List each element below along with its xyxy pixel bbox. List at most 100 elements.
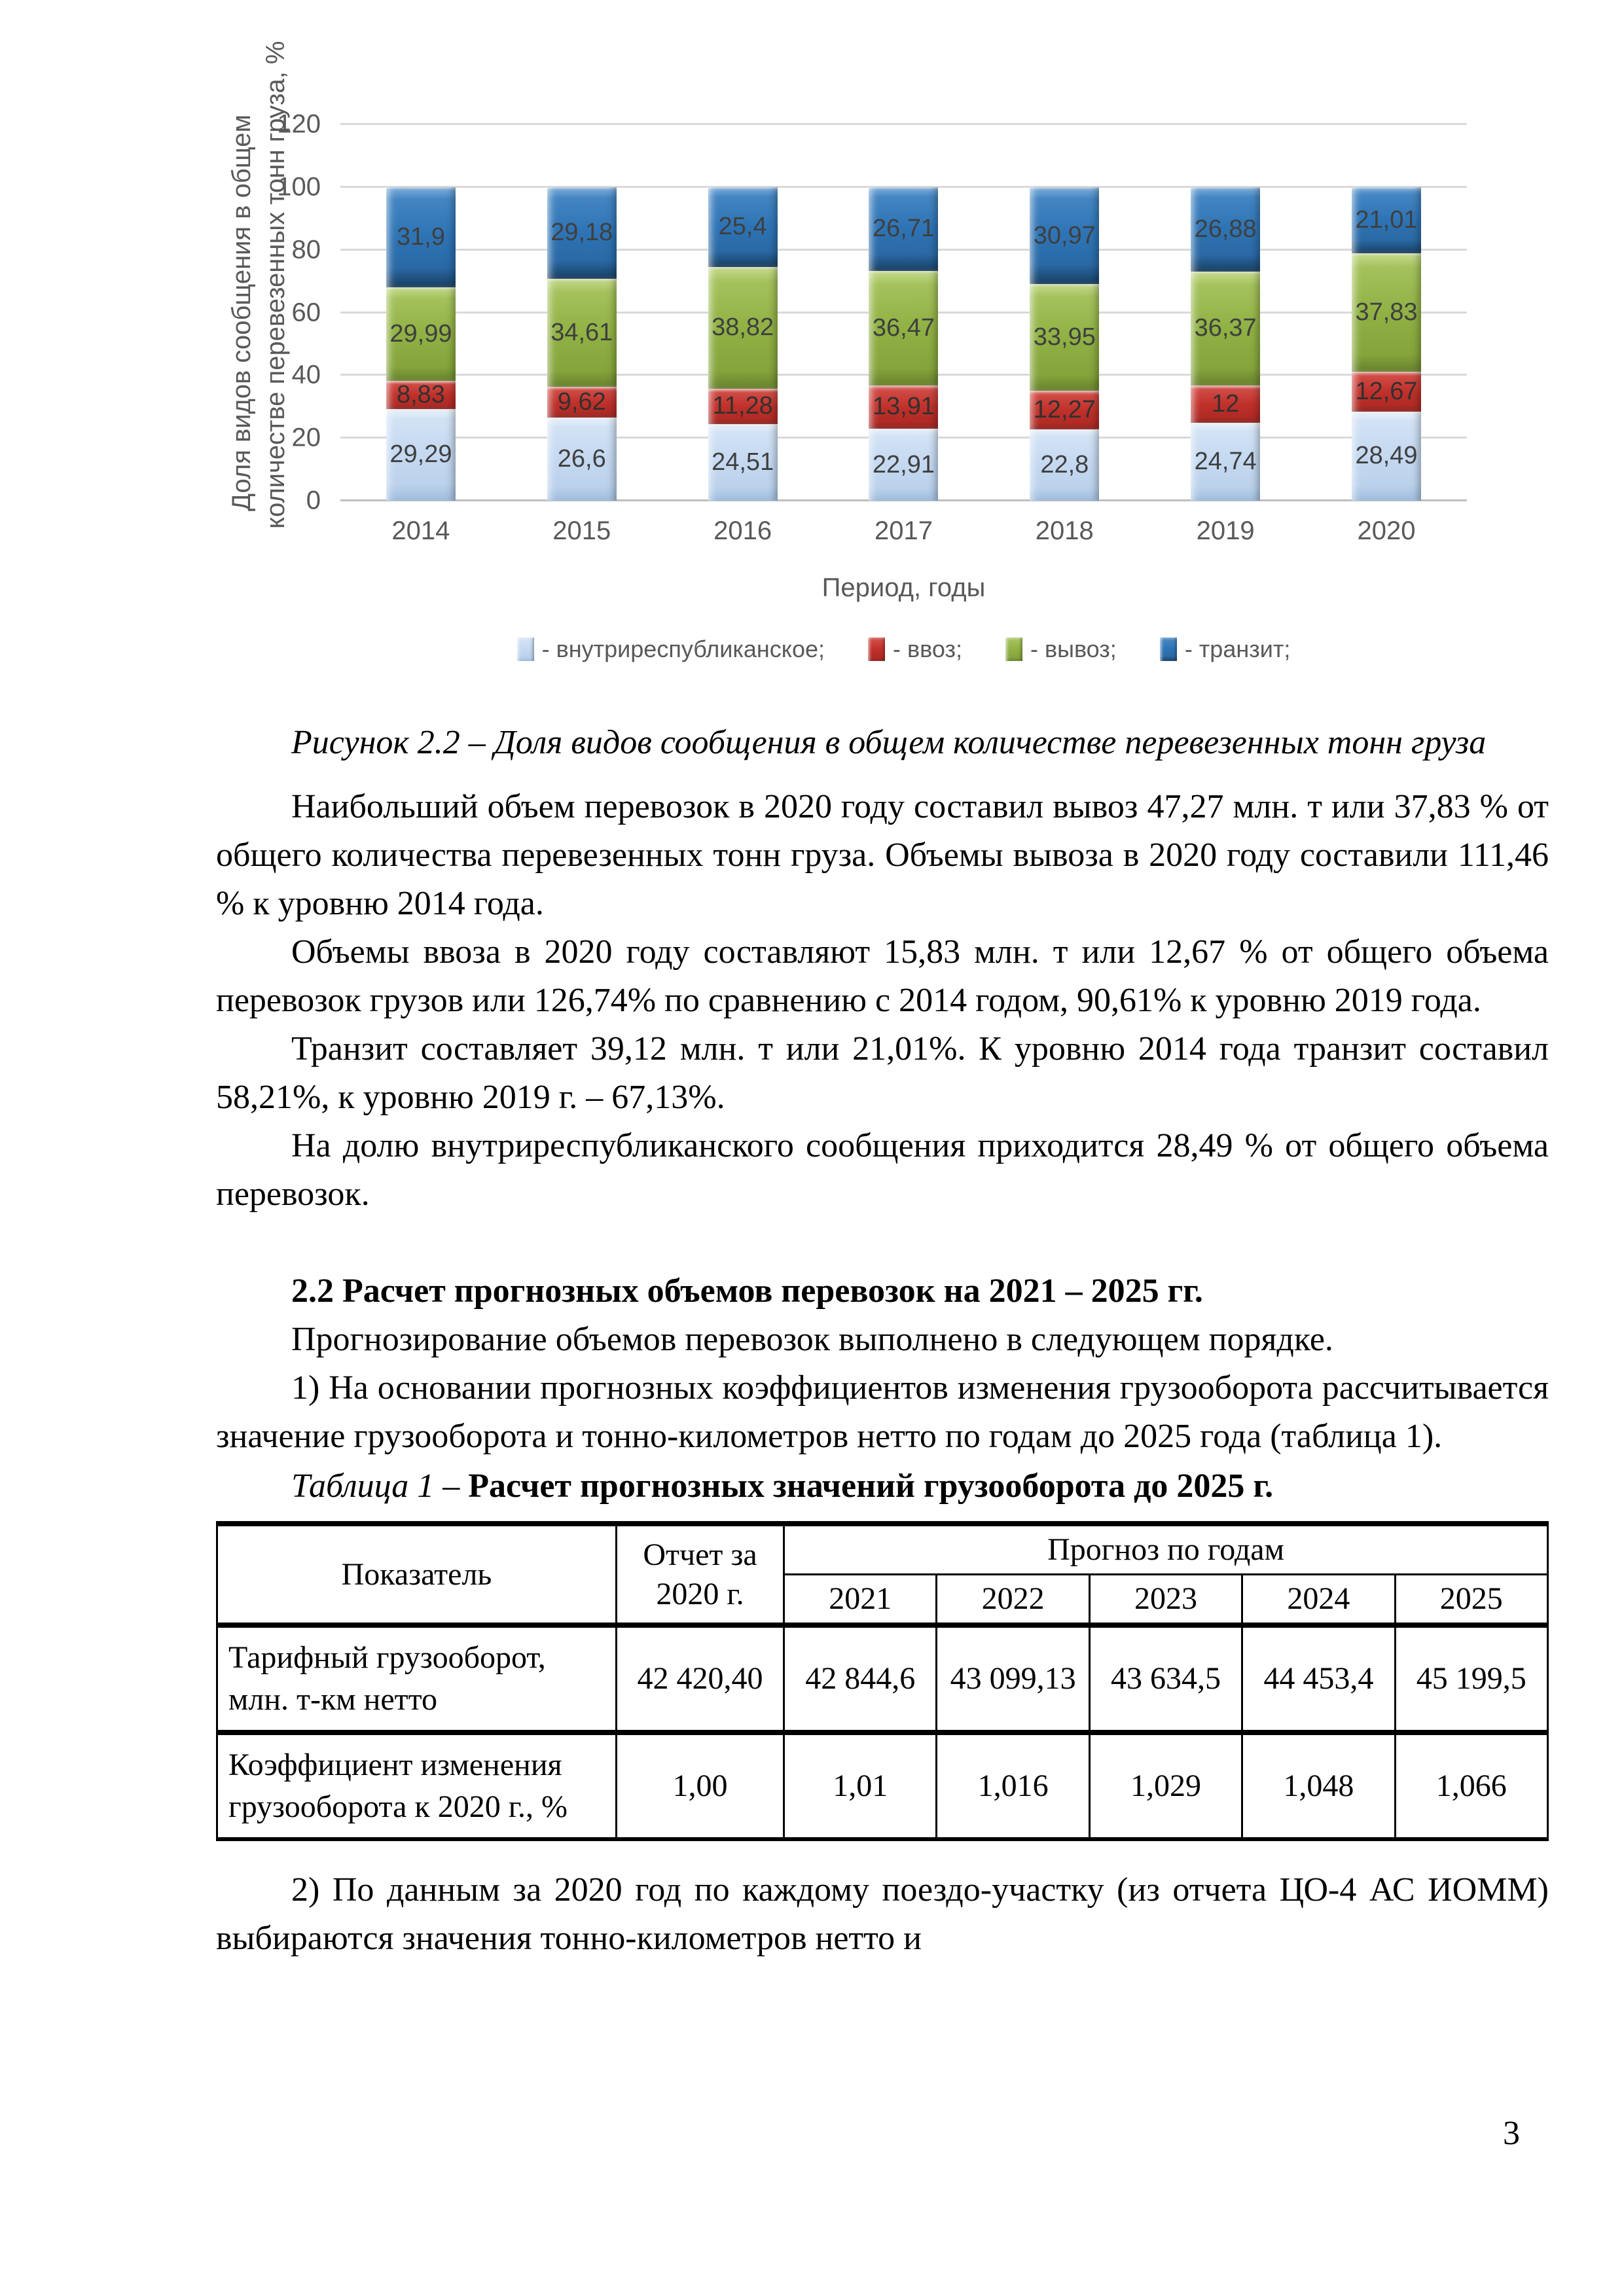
table-cell-value: 43 099,13 [935, 1623, 1091, 1734]
bar-segment-ввоз-2019: 12 [1191, 385, 1261, 423]
bar-value-label: 36,37 [1194, 314, 1257, 342]
table-cell-value: 1,066 [1394, 1730, 1549, 1840]
bar-segment-вывоз-2016: 38,82 [708, 266, 778, 389]
bar-value-label: 9,62 [557, 388, 606, 416]
table-cell-value: 1,029 [1088, 1730, 1244, 1840]
bar-segment-внутриреспубликанское-2020: 28,49 [1351, 411, 1421, 501]
legend-item-транзит: - транзит; [1159, 636, 1291, 663]
bar-segment-вывоз-2017: 36,47 [869, 270, 939, 386]
bar-segment-внутриреспубликанское-2016: 24,51 [708, 423, 778, 501]
stacked-bar-chart: Доля видов сообщения в общем количестве п… [216, 41, 1549, 663]
paragraph: Объемы ввоза в 2020 году составляют 15,8… [216, 933, 1549, 1019]
bar-value-label: 38,82 [712, 314, 774, 342]
table-header-year-2024: 2024 [1241, 1573, 1396, 1626]
bar-value-label: 12 [1212, 390, 1240, 418]
table-cell-value: 1,00 [615, 1730, 785, 1840]
bar-value-label: 12,27 [1033, 395, 1096, 423]
legend-swatch-icon [1005, 637, 1022, 661]
bar-value-label: 26,88 [1194, 215, 1257, 243]
x-tick-label-2017: 2017 [874, 516, 933, 545]
y-tick-label-20: 20 [291, 423, 321, 452]
bar-stack-2020: 28,49 12,67 37,83 21,01 [1351, 187, 1421, 501]
x-tick-label-2015: 2015 [552, 516, 611, 545]
bar-segment-транзит-2016: 25,4 [708, 187, 778, 267]
bar-value-label: 22,8 [1040, 450, 1089, 478]
table-caption-title: Расчет прогнозных значений грузооборота … [468, 1467, 1274, 1505]
x-tick-label-2016: 2016 [713, 516, 772, 545]
y-tick-label-0: 0 [306, 486, 321, 515]
figure-caption: Рисунок 2.2 – Доля видов сообщения в общ… [291, 724, 1487, 761]
x-tick-label-2019: 2019 [1196, 516, 1255, 545]
paragraph: Наибольший объем перевозок в 2020 году с… [216, 788, 1549, 922]
legend-swatch-icon [1159, 637, 1177, 661]
bar-value-label: 33,95 [1033, 323, 1096, 351]
bar-value-label: 22,91 [872, 450, 935, 478]
table-row: Тарифный грузооборот, млн. т-км нетто 42 … [216, 1623, 1549, 1734]
legend-label: - внутриреспубликанское; [541, 636, 825, 662]
table-caption: Таблица 1 – Расчет прогнозных значений г… [216, 1462, 1549, 1511]
y-tick-label-40: 40 [291, 360, 321, 389]
bar-value-label: 36,47 [872, 314, 935, 342]
bar-segment-вывоз-2018: 33,95 [1030, 284, 1100, 391]
bar-stack-2015: 26,6 9,62 34,61 29,18 [547, 187, 617, 501]
bar-segment-внутриреспубликанское-2015: 26,6 [547, 417, 617, 501]
chart-legend: - внутриреспубликанское; - ввоз; - вывоз; -… [340, 636, 1467, 663]
bar-segment-внутриреспубликанское-2014: 29,29 [386, 408, 456, 501]
bar-value-label: 31,9 [396, 223, 445, 251]
bar-segment-транзит-2019: 26,88 [1191, 187, 1261, 272]
table-header-year-2022: 2022 [935, 1573, 1091, 1626]
bar-segment-транзит-2015: 29,18 [547, 187, 617, 279]
bar-value-label: 12,67 [1355, 377, 1418, 405]
table-row-label: Тарифный грузооборот, млн. т-км нетто [216, 1623, 617, 1734]
gridline-120 [340, 123, 1467, 125]
legend-label: - вывоз; [1030, 636, 1117, 662]
bar-stack-2018: 22,8 12,27 33,95 30,97 [1030, 187, 1100, 501]
paragraph: Транзит составляет 39,12 млн. т или 21,0… [216, 1030, 1549, 1116]
page-number: 3 [1503, 2115, 1520, 2152]
bar-segment-ввоз-2015: 9,62 [547, 387, 617, 418]
legend-item-вывоз: - вывоз; [1005, 636, 1117, 663]
bar-segment-ввоз-2014: 8,83 [386, 381, 456, 409]
bar-segment-ввоз-2016: 11,28 [708, 388, 778, 424]
x-tick-label-2014: 2014 [391, 516, 450, 545]
bar-value-label: 26,71 [872, 215, 935, 243]
x-tick-label-2018: 2018 [1035, 516, 1094, 545]
bar-stack-2019: 24,74 12 36,37 26,88 [1191, 187, 1261, 501]
y-tick-label-60: 60 [291, 298, 321, 327]
bar-segment-ввоз-2018: 12,27 [1030, 390, 1100, 429]
paragraph: 2) По данным за 2020 год по каждому поез… [216, 1871, 1549, 1957]
bar-segment-ввоз-2020: 12,67 [1351, 371, 1421, 412]
paragraph: На долю внутриреспубликанского сообщения… [216, 1127, 1549, 1213]
y-tick-label-120: 120 [277, 109, 321, 139]
bar-value-label: 8,83 [396, 381, 445, 409]
bar-stack-2017: 22,91 13,91 36,47 26,71 [869, 187, 939, 501]
table-caption-number: Таблица 1 – [291, 1467, 469, 1505]
legend-item-ввоз: - ввоз; [868, 636, 962, 663]
legend-label: - транзит; [1184, 636, 1291, 662]
document-body: Рисунок 2.2 – Доля видов сообщения в общ… [216, 719, 1549, 1963]
bar-value-label: 21,01 [1355, 206, 1418, 234]
legend-label: - ввоз; [893, 636, 962, 662]
paragraph: 1) На основании прогнозных коэффициентов… [216, 1369, 1549, 1455]
x-tick-label-2020: 2020 [1357, 516, 1416, 545]
bar-segment-транзит-2014: 31,9 [386, 187, 456, 287]
bar-segment-внутриреспубликанское-2017: 22,91 [869, 429, 939, 501]
gridline-100 [340, 185, 1467, 188]
table-header-indicator: Показатель [216, 1522, 617, 1626]
page-content: Доля видов сообщения в общем количестве п… [216, 41, 1549, 1963]
table-cell-value: 1,016 [935, 1730, 1091, 1840]
y-axis-title: Доля видов сообщения в общем количестве п… [227, 41, 290, 529]
bar-value-label: 11,28 [712, 392, 773, 420]
bar-stack-2016: 24,51 11,28 38,82 25,4 [708, 187, 778, 501]
bar-value-label: 13,91 [872, 393, 935, 421]
bar-value-label: 30,97 [1033, 221, 1096, 249]
bar-value-label: 29,99 [389, 320, 452, 348]
bar-value-label: 37,83 [1355, 298, 1418, 326]
bar-segment-ввоз-2017: 13,91 [869, 385, 939, 429]
bar-segment-вывоз-2014: 29,99 [386, 287, 456, 382]
bar-segment-вывоз-2019: 36,37 [1191, 271, 1261, 386]
bar-value-label: 26,6 [557, 444, 606, 473]
forecast-table: Показатель Отчет за 2020 г. Прогноз по г… [216, 1521, 1549, 1841]
bar-segment-транзит-2017: 26,71 [869, 187, 939, 271]
bar-value-label: 28,49 [1355, 442, 1418, 470]
